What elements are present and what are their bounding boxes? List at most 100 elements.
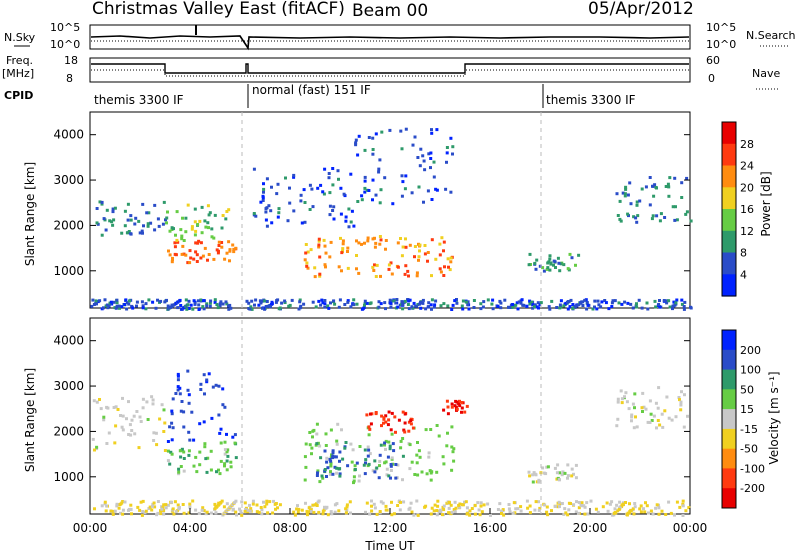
heatmap-cell <box>153 505 157 509</box>
heatmap-cell <box>387 440 391 444</box>
heatmap-cell <box>339 186 343 190</box>
heatmap-cell <box>216 251 220 255</box>
heatmap-cell <box>623 395 626 399</box>
heatmap-cell <box>152 439 156 442</box>
heatmap-cell <box>144 302 148 306</box>
heatmap-cell <box>150 395 154 399</box>
heatmap-cell <box>138 231 142 235</box>
heatmap-cell <box>458 502 462 506</box>
heatmap-cell <box>625 400 629 404</box>
heatmap-cell <box>162 408 166 412</box>
heatmap-cell <box>572 503 576 507</box>
heatmap-cell <box>531 306 535 310</box>
heatmap-cell <box>435 424 439 427</box>
heatmap-cell <box>193 233 197 237</box>
heatmap-cell <box>329 301 332 305</box>
y-tick-label: 3000 <box>53 379 84 393</box>
heatmap-cell <box>265 224 269 228</box>
heatmap-cell <box>649 412 653 416</box>
heatmap-cell <box>346 246 350 250</box>
heatmap-cell <box>184 253 188 257</box>
heatmap-cell <box>391 202 395 206</box>
freq-label-line2: [MHz] <box>2 67 34 80</box>
heatmap-cell <box>651 184 654 188</box>
heatmap-cell <box>559 262 563 266</box>
heatmap-cell <box>325 456 329 460</box>
heatmap-cell <box>360 194 364 198</box>
heatmap-cell <box>413 473 417 476</box>
heatmap-cell <box>111 210 115 214</box>
heatmap-cell <box>140 229 144 233</box>
date-label: 05/Apr/2012 <box>588 0 694 19</box>
heatmap-cell <box>468 513 472 517</box>
heatmap-cell <box>309 510 313 514</box>
heatmap-cell <box>639 510 643 514</box>
heatmap-cell <box>207 226 210 230</box>
heatmap-cell <box>526 506 530 510</box>
heatmap-cell <box>615 192 619 196</box>
heatmap-cell <box>357 134 361 138</box>
heatmap-cell <box>331 472 335 476</box>
heatmap-cell <box>387 418 391 422</box>
heatmap-cell <box>441 455 445 459</box>
heatmap-cell <box>341 239 345 243</box>
x-tick-label: 20:00 <box>573 521 608 535</box>
heatmap-cell <box>613 507 617 511</box>
heatmap-cell <box>205 380 209 384</box>
heatmap-cell <box>430 298 434 302</box>
heatmap-cell <box>373 263 376 267</box>
heatmap-cell <box>660 509 664 513</box>
heatmap-cell <box>350 460 354 464</box>
heatmap-cell <box>252 212 256 215</box>
heatmap-cell <box>147 211 151 215</box>
heatmap-cell <box>557 500 561 504</box>
heatmap-cell <box>632 215 636 219</box>
heatmap-cell <box>605 501 609 505</box>
heatmap-cell <box>232 250 236 254</box>
colorbar-tick-label: 100 <box>740 364 761 377</box>
heatmap-cell <box>220 245 224 249</box>
heatmap-cell <box>222 505 226 509</box>
heatmap-cell <box>182 252 186 256</box>
heatmap-cell <box>574 510 578 514</box>
heatmap-cell <box>90 304 94 308</box>
heatmap-cell <box>366 445 370 449</box>
heatmap-cell <box>189 256 193 260</box>
heatmap-cell <box>372 269 376 272</box>
heatmap-cell <box>95 445 99 449</box>
heatmap-cell <box>654 186 658 189</box>
heatmap-cell <box>629 202 633 206</box>
heatmap-cell <box>135 300 139 304</box>
heatmap-cell <box>202 299 206 303</box>
heatmap-cell <box>570 474 574 478</box>
heatmap-cell <box>446 405 450 409</box>
heatmap-cell <box>109 509 113 513</box>
colorbar-swatch <box>722 349 736 371</box>
heatmap-cell <box>98 299 102 303</box>
heatmap-cell <box>195 260 199 263</box>
heatmap-cell <box>466 300 470 304</box>
heatmap-cell <box>677 396 681 399</box>
heatmap-cell <box>389 301 393 305</box>
heatmap-cell <box>434 299 438 303</box>
heatmap-cell <box>352 481 355 485</box>
heatmap-cell <box>302 302 306 306</box>
heatmap-cell <box>323 244 327 248</box>
heatmap-cell <box>533 261 537 265</box>
heatmap-cell <box>225 468 229 472</box>
heatmap-cell <box>416 156 420 159</box>
heatmap-cell <box>566 476 569 480</box>
colorbar-swatch <box>722 274 736 297</box>
heatmap-cell <box>656 419 660 422</box>
heatmap-cell <box>225 450 229 454</box>
heatmap-cell <box>392 512 396 516</box>
heatmap-cell <box>269 305 272 309</box>
heatmap-cell <box>269 209 273 213</box>
heatmap-cell <box>378 158 382 162</box>
heatmap-cell <box>137 446 141 450</box>
heatmap-cell <box>351 448 355 452</box>
heatmap-cell <box>388 128 392 132</box>
heatmap-cell <box>499 509 503 513</box>
heatmap-cell <box>363 303 366 307</box>
